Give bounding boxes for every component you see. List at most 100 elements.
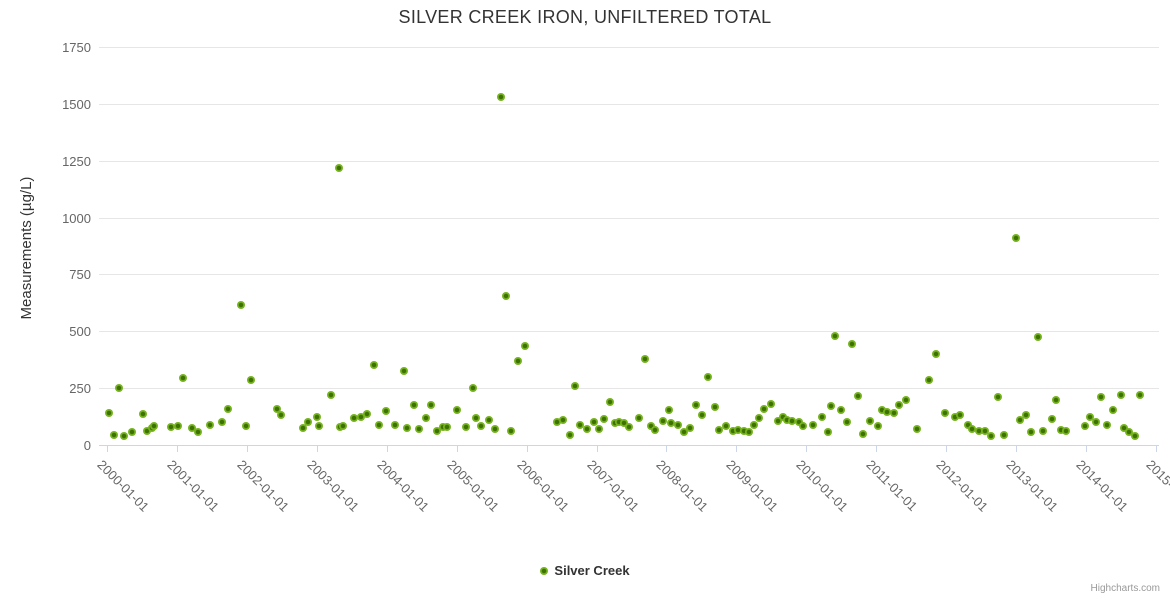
data-point[interactable] (740, 427, 748, 435)
data-point[interactable] (635, 414, 643, 422)
data-point[interactable] (583, 425, 591, 433)
data-point[interactable] (711, 403, 719, 411)
data-point[interactable] (410, 401, 418, 409)
data-point[interactable] (767, 400, 775, 408)
credits-link[interactable]: Highcharts.com (1090, 583, 1160, 594)
data-point[interactable] (143, 427, 151, 435)
data-point[interactable] (600, 415, 608, 423)
data-point[interactable] (774, 417, 782, 425)
data-point[interactable] (315, 422, 323, 430)
data-point[interactable] (110, 431, 118, 439)
data-point[interactable] (427, 401, 435, 409)
data-point[interactable] (729, 427, 737, 435)
data-point[interactable] (975, 427, 983, 435)
data-point[interactable] (1117, 391, 1125, 399)
data-point[interactable] (1034, 333, 1042, 341)
data-point[interactable] (327, 391, 335, 399)
data-point[interactable] (968, 425, 976, 433)
data-point[interactable] (502, 292, 510, 300)
data-point[interactable] (734, 426, 742, 434)
data-point[interactable] (783, 416, 791, 424)
data-point[interactable] (167, 423, 175, 431)
data-point[interactable] (571, 382, 579, 390)
data-point[interactable] (491, 425, 499, 433)
data-point[interactable] (477, 422, 485, 430)
data-point[interactable] (507, 427, 515, 435)
data-point[interactable] (1052, 396, 1060, 404)
legend-item-silver-creek[interactable]: Silver Creek (0, 563, 1170, 578)
data-point[interactable] (913, 425, 921, 433)
data-point[interactable] (1016, 416, 1024, 424)
data-point[interactable] (1092, 418, 1100, 426)
data-point[interactable] (247, 376, 255, 384)
data-point[interactable] (606, 398, 614, 406)
data-point[interactable] (667, 419, 675, 427)
data-point[interactable] (350, 414, 358, 422)
data-point[interactable] (795, 418, 803, 426)
data-point[interactable] (951, 413, 959, 421)
data-point[interactable] (824, 428, 832, 436)
data-point[interactable] (1136, 391, 1144, 399)
data-point[interactable] (964, 421, 972, 429)
data-point[interactable] (1120, 424, 1128, 432)
data-point[interactable] (553, 418, 561, 426)
data-point[interactable] (1081, 422, 1089, 430)
data-point[interactable] (576, 421, 584, 429)
data-point[interactable] (273, 405, 281, 413)
data-point[interactable] (115, 384, 123, 392)
data-point[interactable] (837, 406, 845, 414)
data-point[interactable] (453, 406, 461, 414)
data-point[interactable] (433, 427, 441, 435)
data-point[interactable] (932, 350, 940, 358)
data-point[interactable] (866, 417, 874, 425)
data-point[interactable] (242, 422, 250, 430)
data-point[interactable] (188, 424, 196, 432)
data-point[interactable] (674, 421, 682, 429)
data-point[interactable] (647, 422, 655, 430)
data-point[interactable] (878, 406, 886, 414)
data-point[interactable] (497, 93, 505, 101)
data-point[interactable] (120, 432, 128, 440)
data-point[interactable] (848, 340, 856, 348)
data-point[interactable] (854, 392, 862, 400)
data-point[interactable] (299, 424, 307, 432)
data-point[interactable] (859, 430, 867, 438)
data-point[interactable] (686, 424, 694, 432)
data-point[interactable] (641, 355, 649, 363)
data-point[interactable] (1125, 428, 1133, 436)
data-point[interactable] (1012, 234, 1020, 242)
data-point[interactable] (941, 409, 949, 417)
data-point[interactable] (313, 413, 321, 421)
data-point[interactable] (659, 417, 667, 425)
data-point[interactable] (625, 423, 633, 431)
data-point[interactable] (237, 301, 245, 309)
data-point[interactable] (128, 428, 136, 436)
data-point[interactable] (1000, 431, 1008, 439)
data-point[interactable] (559, 416, 567, 424)
data-point[interactable] (469, 384, 477, 392)
data-point[interactable] (874, 422, 882, 430)
data-point[interactable] (1062, 427, 1070, 435)
data-point[interactable] (1022, 411, 1030, 419)
data-point[interactable] (224, 405, 232, 413)
data-point[interactable] (883, 408, 891, 416)
data-point[interactable] (755, 414, 763, 422)
data-point[interactable] (139, 410, 147, 418)
data-point[interactable] (218, 418, 226, 426)
data-point[interactable] (391, 421, 399, 429)
data-point[interactable] (615, 418, 623, 426)
data-point[interactable] (339, 422, 347, 430)
data-point[interactable] (895, 401, 903, 409)
data-point[interactable] (890, 409, 898, 417)
data-point[interactable] (692, 401, 700, 409)
data-point[interactable] (1086, 413, 1094, 421)
data-point[interactable] (981, 427, 989, 435)
data-point[interactable] (704, 373, 712, 381)
data-point[interactable] (651, 426, 659, 434)
data-point[interactable] (760, 405, 768, 413)
data-point[interactable] (595, 425, 603, 433)
data-point[interactable] (403, 424, 411, 432)
data-point[interactable] (400, 367, 408, 375)
data-point[interactable] (566, 431, 574, 439)
data-point[interactable] (680, 428, 688, 436)
